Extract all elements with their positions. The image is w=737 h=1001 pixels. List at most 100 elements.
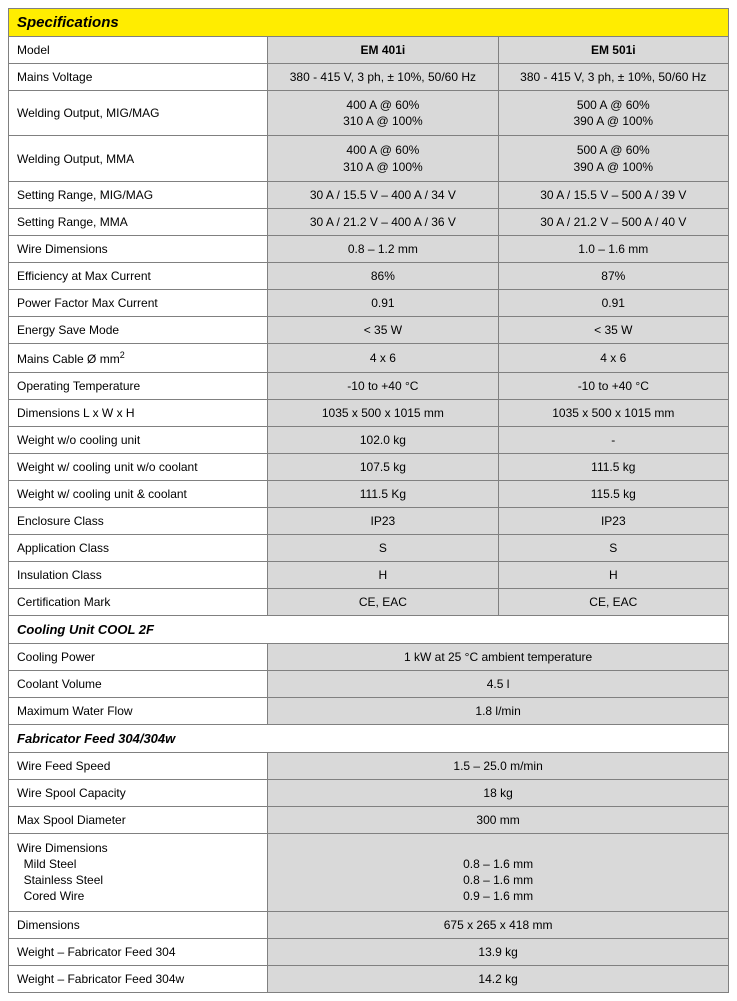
spec-value-1: 111.5 Kg bbox=[268, 480, 498, 507]
spec-value-2: S bbox=[498, 534, 728, 561]
feed-label: Weight – Fabricator Feed 304 bbox=[9, 938, 268, 965]
spec-value-2: 1035 x 500 x 1015 mm bbox=[498, 399, 728, 426]
feed-value: 1.5 – 25.0 m/min bbox=[268, 752, 729, 779]
spec-label: Welding Output, MIG/MAG bbox=[9, 91, 268, 136]
spec-row: Setting Range, MIG/MAG30 A / 15.5 V – 40… bbox=[9, 181, 729, 208]
spec-value-1: -10 to +40 °C bbox=[268, 372, 498, 399]
feed-value: 18 kg bbox=[268, 779, 729, 806]
specifications-table: SpecificationsModelEM 401iEM 501iMains V… bbox=[8, 8, 729, 993]
spec-row: Application ClassSS bbox=[9, 534, 729, 561]
section-cooling-header: Cooling Unit COOL 2F bbox=[9, 615, 729, 643]
spec-value-2: 87% bbox=[498, 262, 728, 289]
spec-label: Mains Cable Ø mm2 bbox=[9, 343, 268, 372]
spec-value-1: H bbox=[268, 561, 498, 588]
spec-value-2: 0.91 bbox=[498, 289, 728, 316]
spec-row: Welding Output, MIG/MAG400 A @ 60%310 A … bbox=[9, 91, 729, 136]
model-col-0: EM 401i bbox=[268, 37, 498, 64]
spec-value-1: 30 A / 15.5 V – 400 A / 34 V bbox=[268, 181, 498, 208]
model-row: ModelEM 401iEM 501i bbox=[9, 37, 729, 64]
feed-label: Wire Spool Capacity bbox=[9, 779, 268, 806]
spec-value-1: 4 x 6 bbox=[268, 343, 498, 372]
spec-value-2: - bbox=[498, 426, 728, 453]
section-cooling-title: Cooling Unit COOL 2F bbox=[9, 615, 729, 643]
spec-value-1: 0.91 bbox=[268, 289, 498, 316]
spec-value-2: IP23 bbox=[498, 507, 728, 534]
spec-value-2: 115.5 kg bbox=[498, 480, 728, 507]
spec-value-2: 111.5 kg bbox=[498, 453, 728, 480]
spec-value-1: 107.5 kg bbox=[268, 453, 498, 480]
spec-row: Wire Dimensions0.8 – 1.2 mm1.0 – 1.6 mm bbox=[9, 235, 729, 262]
spec-row: Enclosure ClassIP23IP23 bbox=[9, 507, 729, 534]
feed-value: 14.2 kg bbox=[268, 965, 729, 992]
spec-row: Efficiency at Max Current86%87% bbox=[9, 262, 729, 289]
feed-row: Weight – Fabricator Feed 30413.9 kg bbox=[9, 938, 729, 965]
spec-value-1: S bbox=[268, 534, 498, 561]
feed-value: 300 mm bbox=[268, 806, 729, 833]
spec-label: Wire Dimensions bbox=[9, 235, 268, 262]
feed-label: Max Spool Diameter bbox=[9, 806, 268, 833]
spec-value-2: 1.0 – 1.6 mm bbox=[498, 235, 728, 262]
cooling-row: Maximum Water Flow1.8 l/min bbox=[9, 697, 729, 724]
spec-value-1: IP23 bbox=[268, 507, 498, 534]
cooling-label: Cooling Power bbox=[9, 643, 268, 670]
spec-label: Efficiency at Max Current bbox=[9, 262, 268, 289]
spec-value-1: 0.8 – 1.2 mm bbox=[268, 235, 498, 262]
spec-row: Weight w/ cooling unit & coolant111.5 Kg… bbox=[9, 480, 729, 507]
model-label: Model bbox=[9, 37, 268, 64]
cooling-value: 4.5 l bbox=[268, 670, 729, 697]
spec-label: Certification Mark bbox=[9, 588, 268, 615]
cooling-value: 1 kW at 25 °C ambient temperature bbox=[268, 643, 729, 670]
spec-label: Energy Save Mode bbox=[9, 316, 268, 343]
spec-value-2: CE, EAC bbox=[498, 588, 728, 615]
spec-label: Application Class bbox=[9, 534, 268, 561]
spec-row: Mains Cable Ø mm24 x 64 x 6 bbox=[9, 343, 729, 372]
feed-row: Weight – Fabricator Feed 304w14.2 kg bbox=[9, 965, 729, 992]
spec-value-1: 400 A @ 60%310 A @ 100% bbox=[268, 136, 498, 181]
spec-value-2: -10 to +40 °C bbox=[498, 372, 728, 399]
spec-label: Insulation Class bbox=[9, 561, 268, 588]
spec-row: Weight w/ cooling unit w/o coolant107.5 … bbox=[9, 453, 729, 480]
spec-label: Welding Output, MMA bbox=[9, 136, 268, 181]
spec-row: Energy Save Mode< 35 W< 35 W bbox=[9, 316, 729, 343]
spec-value-1: 102.0 kg bbox=[268, 426, 498, 453]
spec-row: Insulation ClassHH bbox=[9, 561, 729, 588]
cooling-value: 1.8 l/min bbox=[268, 697, 729, 724]
feed-value: 675 x 265 x 418 mm bbox=[268, 911, 729, 938]
section-feed-title: Fabricator Feed 304/304w bbox=[9, 724, 729, 752]
table-title-row: Specifications bbox=[9, 9, 729, 37]
section-feed-header: Fabricator Feed 304/304w bbox=[9, 724, 729, 752]
spec-row: Dimensions L x W x H1035 x 500 x 1015 mm… bbox=[9, 399, 729, 426]
feed-value: 0.8 – 1.6 mm0.8 – 1.6 mm0.9 – 1.6 mm bbox=[268, 833, 729, 911]
spec-label: Enclosure Class bbox=[9, 507, 268, 534]
spec-row: Certification MarkCE, EACCE, EAC bbox=[9, 588, 729, 615]
feed-value: 13.9 kg bbox=[268, 938, 729, 965]
feed-label: Dimensions bbox=[9, 911, 268, 938]
spec-value-2: 500 A @ 60%390 A @ 100% bbox=[498, 91, 728, 136]
spec-value-2: 30 A / 21.2 V – 500 A / 40 V bbox=[498, 208, 728, 235]
spec-label: Weight w/ cooling unit & coolant bbox=[9, 480, 268, 507]
feed-label: Weight – Fabricator Feed 304w bbox=[9, 965, 268, 992]
spec-label: Operating Temperature bbox=[9, 372, 268, 399]
spec-label: Power Factor Max Current bbox=[9, 289, 268, 316]
model-col-1: EM 501i bbox=[498, 37, 728, 64]
spec-value-1: 86% bbox=[268, 262, 498, 289]
feed-label: Wire Feed Speed bbox=[9, 752, 268, 779]
spec-value-1: 30 A / 21.2 V – 400 A / 36 V bbox=[268, 208, 498, 235]
spec-row: Operating Temperature-10 to +40 °C-10 to… bbox=[9, 372, 729, 399]
spec-label: Mains Voltage bbox=[9, 64, 268, 91]
spec-value-2: H bbox=[498, 561, 728, 588]
feed-row: Wire Dimensions Mild Steel Stainless Ste… bbox=[9, 833, 729, 911]
spec-value-1: 380 - 415 V, 3 ph, ± 10%, 50/60 Hz bbox=[268, 64, 498, 91]
cooling-row: Cooling Power1 kW at 25 °C ambient tempe… bbox=[9, 643, 729, 670]
spec-row: Weight w/o cooling unit102.0 kg- bbox=[9, 426, 729, 453]
cooling-row: Coolant Volume4.5 l bbox=[9, 670, 729, 697]
cooling-label: Maximum Water Flow bbox=[9, 697, 268, 724]
spec-value-2: < 35 W bbox=[498, 316, 728, 343]
spec-row: Power Factor Max Current0.910.91 bbox=[9, 289, 729, 316]
spec-row: Mains Voltage380 - 415 V, 3 ph, ± 10%, 5… bbox=[9, 64, 729, 91]
spec-value-1: CE, EAC bbox=[268, 588, 498, 615]
feed-row: Dimensions675 x 265 x 418 mm bbox=[9, 911, 729, 938]
spec-row: Setting Range, MMA30 A / 21.2 V – 400 A … bbox=[9, 208, 729, 235]
feed-row: Max Spool Diameter300 mm bbox=[9, 806, 729, 833]
spec-value-1: 1035 x 500 x 1015 mm bbox=[268, 399, 498, 426]
